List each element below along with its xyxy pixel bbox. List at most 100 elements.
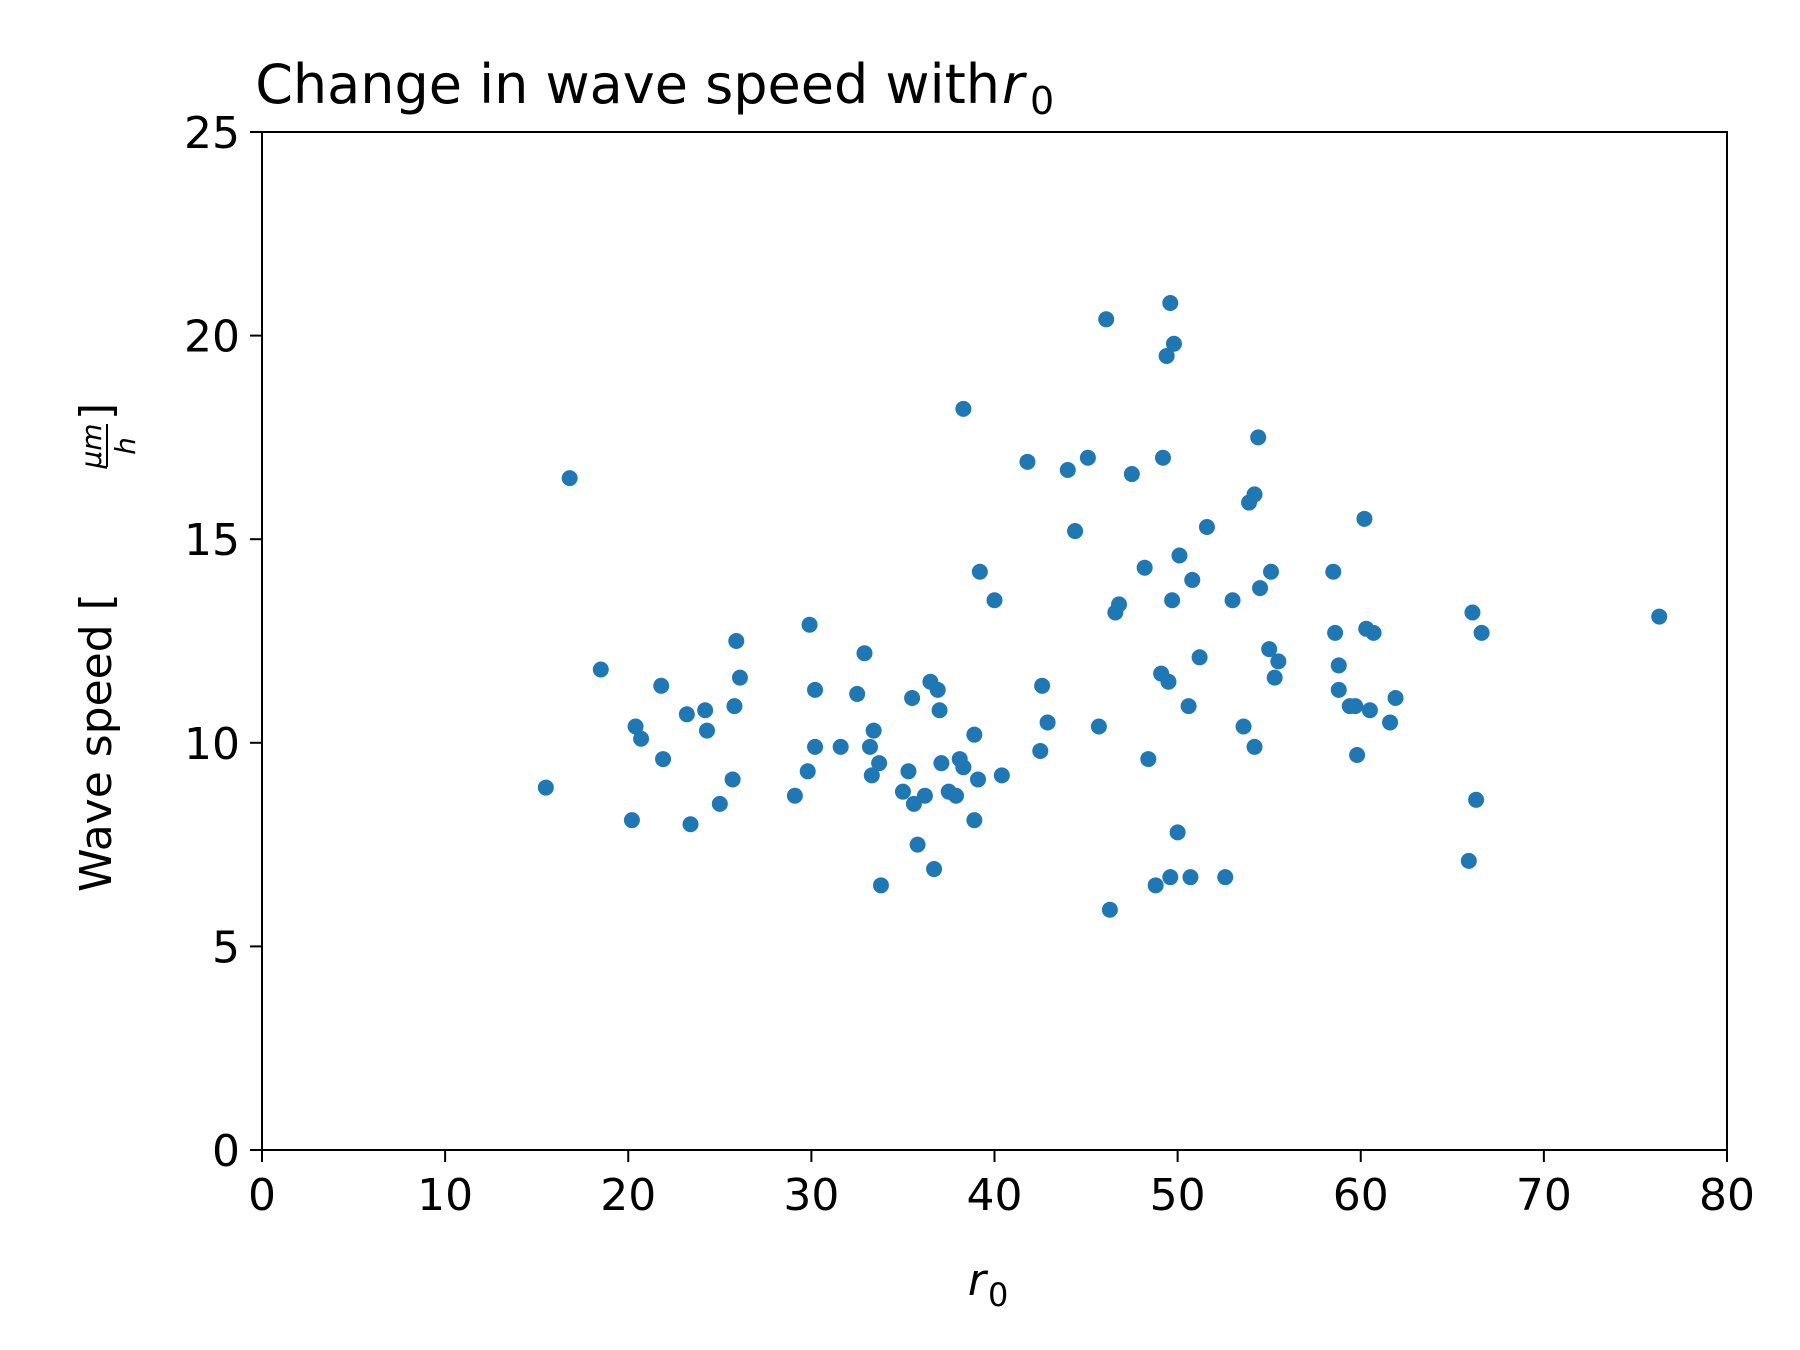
scatter-point xyxy=(801,616,818,633)
scatter-point xyxy=(1651,608,1668,625)
scatter-point xyxy=(1325,563,1342,580)
scatter-point xyxy=(1252,580,1269,597)
scatter-point xyxy=(1101,901,1118,918)
scatter-point xyxy=(1111,596,1128,613)
scatter-point xyxy=(786,787,803,804)
y-tick-label: 20 xyxy=(184,312,240,363)
scatter-point xyxy=(1140,751,1157,768)
y-axis-label-text: Wave speed [ xyxy=(71,593,122,892)
y-tick-label: 10 xyxy=(184,719,240,770)
scatter-point xyxy=(711,795,728,812)
x-axis-label-subscript: 0 xyxy=(988,1276,1008,1314)
scatter-point xyxy=(856,645,873,662)
scatter-point xyxy=(1327,624,1344,641)
scatter-point xyxy=(865,722,882,739)
scatter-point xyxy=(728,633,745,649)
scatter-point xyxy=(1147,877,1164,894)
scatter-point xyxy=(1266,669,1283,686)
scatter-point xyxy=(1382,714,1399,731)
scatter-point xyxy=(1246,486,1263,503)
x-tick-label: 50 xyxy=(1150,1170,1206,1221)
scatter-point xyxy=(627,718,644,735)
scatter-point xyxy=(1162,869,1179,886)
chart-title-text: Change in wave speed with xyxy=(255,53,1000,116)
x-axis-label: r xyxy=(968,1255,989,1306)
scatter-point xyxy=(1165,335,1182,352)
scatter-point xyxy=(1136,559,1153,576)
scatter-point xyxy=(698,722,715,739)
y-axis-label: Wave speed [ μm h ] xyxy=(71,403,142,892)
scatter-point xyxy=(1270,653,1287,670)
scatter-point xyxy=(1468,791,1485,808)
scatter-point xyxy=(832,738,849,755)
scatter-point xyxy=(1250,429,1267,446)
scatter-point xyxy=(1198,518,1215,535)
scatter-point xyxy=(1330,681,1347,698)
y-axis: 0 5 10 15 20 25 xyxy=(184,108,262,1177)
scatter-point xyxy=(1039,714,1056,731)
scatter-point xyxy=(592,661,609,678)
scatter-point xyxy=(1019,453,1036,470)
scatter-point xyxy=(849,685,866,702)
x-tick-label: 40 xyxy=(967,1170,1023,1221)
scatter-point xyxy=(872,877,889,894)
scatter-point xyxy=(1090,718,1107,735)
scatter-point xyxy=(993,767,1010,784)
scatter-point xyxy=(1154,449,1171,466)
scatter-point xyxy=(1464,604,1481,621)
scatter-point xyxy=(561,470,578,487)
scatter-point xyxy=(966,812,983,829)
scatter-point xyxy=(905,795,922,812)
y-tick-label: 0 xyxy=(212,1126,240,1177)
scatter-point xyxy=(1349,747,1366,764)
scatter-point xyxy=(1067,523,1084,540)
scatter-point xyxy=(807,738,824,755)
chart-title: Change in wave speed with xyxy=(255,53,1000,116)
scatter-point xyxy=(904,690,921,707)
scatter-point xyxy=(1217,869,1234,886)
scatter-point xyxy=(1387,690,1404,707)
scatter-point xyxy=(1032,742,1049,759)
scatter-point xyxy=(1330,657,1347,674)
scatter-point xyxy=(678,706,695,723)
scatter-point xyxy=(807,681,824,698)
scatter-point xyxy=(966,726,983,743)
scatter-point xyxy=(1184,571,1201,588)
scatter-point xyxy=(929,681,946,698)
scatter-point xyxy=(1160,673,1177,690)
scatter-point xyxy=(931,702,948,719)
scatter-point xyxy=(726,698,743,715)
scatter-point xyxy=(653,677,670,694)
chart-title-variable: r xyxy=(1002,53,1027,116)
scatter-point xyxy=(1158,347,1175,364)
scatter-point xyxy=(948,787,965,804)
scatter-point xyxy=(655,751,672,768)
scatter-point xyxy=(916,787,933,804)
x-tick-label: 20 xyxy=(600,1170,656,1221)
scatter-point xyxy=(1246,738,1263,755)
scatter-point xyxy=(955,759,972,776)
scatter-point xyxy=(623,812,640,829)
scatter-point xyxy=(1171,547,1188,564)
scatter-series xyxy=(537,295,1668,918)
scatter-point xyxy=(1224,592,1241,609)
scatter-point xyxy=(1460,852,1477,869)
chart-title-subscript: 0 xyxy=(1030,79,1054,123)
x-tick-label: 0 xyxy=(248,1170,276,1221)
plot-area xyxy=(261,131,1728,1151)
scatter-point xyxy=(1263,563,1280,580)
scatter-point xyxy=(682,816,699,833)
x-tick-label: 60 xyxy=(1333,1170,1389,1221)
scatter-point xyxy=(1191,649,1208,666)
scatter-point xyxy=(894,783,911,800)
scatter-point xyxy=(1261,641,1278,658)
scatter-point xyxy=(724,771,741,788)
scatter-point xyxy=(909,836,926,853)
scatter-point xyxy=(971,563,988,580)
y-tick-label: 25 xyxy=(184,108,240,159)
scatter-point xyxy=(799,763,816,780)
scatter-point xyxy=(731,669,748,686)
scatter-point xyxy=(1059,461,1076,478)
x-tick-label: 10 xyxy=(417,1170,473,1221)
scatter-point xyxy=(863,767,880,784)
